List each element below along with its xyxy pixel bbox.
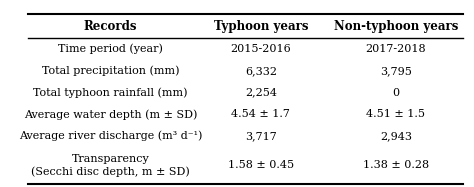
Text: 2015-2016: 2015-2016 (230, 44, 291, 54)
Text: 6,332: 6,332 (245, 66, 277, 76)
Text: 4.54 ± 1.7: 4.54 ± 1.7 (231, 109, 290, 119)
Text: Average river discharge (m³ d⁻¹): Average river discharge (m³ d⁻¹) (19, 131, 202, 141)
Text: 3,717: 3,717 (245, 131, 277, 141)
Text: 2,943: 2,943 (380, 131, 412, 141)
Text: 1.58 ± 0.45: 1.58 ± 0.45 (228, 160, 294, 170)
Text: Records: Records (84, 20, 137, 33)
Text: Total precipitation (mm): Total precipitation (mm) (42, 65, 179, 76)
Text: 3,795: 3,795 (380, 66, 412, 76)
Text: Total typhoon rainfall (mm): Total typhoon rainfall (mm) (33, 87, 188, 98)
Text: 2,254: 2,254 (245, 88, 277, 98)
Text: 2017-2018: 2017-2018 (365, 44, 426, 54)
Text: Time period (year): Time period (year) (58, 44, 163, 54)
Text: Non-typhoon years: Non-typhoon years (334, 20, 458, 33)
Text: Transparency
(Secchi disc depth, m ± SD): Transparency (Secchi disc depth, m ± SD) (31, 154, 190, 177)
Text: Typhoon years: Typhoon years (214, 20, 308, 33)
Text: 1.38 ± 0.28: 1.38 ± 0.28 (363, 160, 429, 170)
Text: 0: 0 (392, 88, 400, 98)
Text: 4.51 ± 1.5: 4.51 ± 1.5 (366, 109, 425, 119)
Text: Average water depth (m ± SD): Average water depth (m ± SD) (24, 109, 197, 119)
